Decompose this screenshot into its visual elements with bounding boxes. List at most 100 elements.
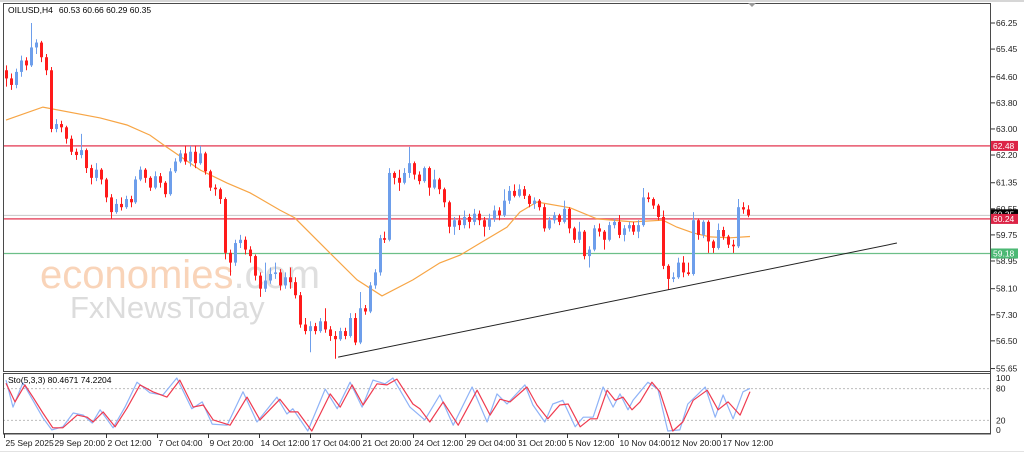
candle-body [90,168,93,178]
candle-body [623,228,626,235]
candle-body [458,220,461,226]
candle [398,169,401,191]
candle-body [209,171,212,188]
candle [548,216,551,231]
price-axis[interactable]: 66.25 65.45 64.60 63.80 63.00 62.20 61.35 60.55… [990,3,1018,434]
candle-body [85,150,88,169]
candle [563,200,566,224]
time-axis[interactable]: 25 Sep 2025 29 Sep 20:00 2 Oct 12:00 7 Oct … [3,433,991,448]
candle [90,164,93,185]
candle-body [369,285,372,312]
candle [244,236,247,255]
candle [239,234,242,248]
candle [95,163,98,182]
candle [652,197,655,209]
candle [732,239,735,253]
time-tick-label: 25 Sep 2025 [6,438,54,448]
symbol-timeframe: OILUSD,H4 [8,5,53,15]
candle [184,145,187,165]
candle-body [20,60,23,72]
candle [264,262,267,292]
candle-body [593,228,596,250]
candle [359,291,362,345]
candle [697,218,700,240]
main-price-panel[interactable]: economies.com FxNewsToday OILUSD,H4 60.53… [3,3,991,372]
candle [85,148,88,173]
candle [568,207,571,234]
watermark-sub-brand: FxNewsToday [70,290,265,325]
candle-body [533,200,536,204]
price-tick-label: 66.25 [996,18,1018,28]
candle-body [652,199,655,206]
candle-body [40,42,43,58]
candle-body [637,225,640,232]
candle [304,318,307,335]
candle-body [279,272,282,286]
candle [383,231,386,244]
candle-body [443,189,446,203]
candle-body [613,221,616,226]
candle [478,210,481,226]
candle-body [518,189,521,196]
candle-body [364,308,367,312]
candle-body [523,189,526,196]
trendline-group [338,242,898,358]
candle-body [264,280,267,289]
candle-body [289,277,292,283]
candle-body [324,321,327,330]
candle-body [398,177,401,183]
candle-body [50,70,53,129]
candle [623,225,626,242]
candle-body [483,220,486,227]
candle [717,223,720,250]
candle-body [488,218,491,227]
candle-body [393,172,396,178]
candle [364,304,367,315]
candle [603,230,606,250]
ascending-trendline[interactable] [338,242,898,358]
candle [468,213,471,229]
svg-text:economies.com: economies.com [40,253,320,297]
candle [224,197,227,260]
candle [712,239,715,253]
candle-body [578,231,581,240]
candle-body [433,179,436,188]
candle [369,282,372,314]
stochastic-lines [3,377,991,432]
candle-body [423,168,426,182]
candle-body [65,127,68,139]
chart-shift-marker[interactable] [748,3,756,7]
candle [169,168,172,196]
candle [194,145,197,169]
candle-body [563,208,566,222]
candle-body [418,174,421,182]
support-tag-text: 59.18 [993,248,1015,258]
candle-body [508,190,511,201]
candle [204,151,207,175]
candle [543,203,546,232]
candle [423,166,426,183]
candle [553,212,556,224]
candle [473,208,476,226]
price-tick-label: 65.45 [996,44,1018,54]
candle-body [558,215,561,222]
candle-body [5,70,8,79]
candle [493,205,496,222]
candle [229,249,232,276]
candle [199,145,202,165]
candle [80,133,83,159]
candle [637,220,640,239]
candle-body [727,236,730,245]
candle [438,177,441,195]
horizontal-levels [3,145,991,255]
candle [747,205,750,218]
candle-body [628,225,631,229]
candle-body [513,190,516,196]
candle-body [125,199,128,208]
candle-body [339,331,342,340]
candle-body [618,221,621,235]
candle-body [269,274,272,281]
bottom-divider [0,451,1024,452]
